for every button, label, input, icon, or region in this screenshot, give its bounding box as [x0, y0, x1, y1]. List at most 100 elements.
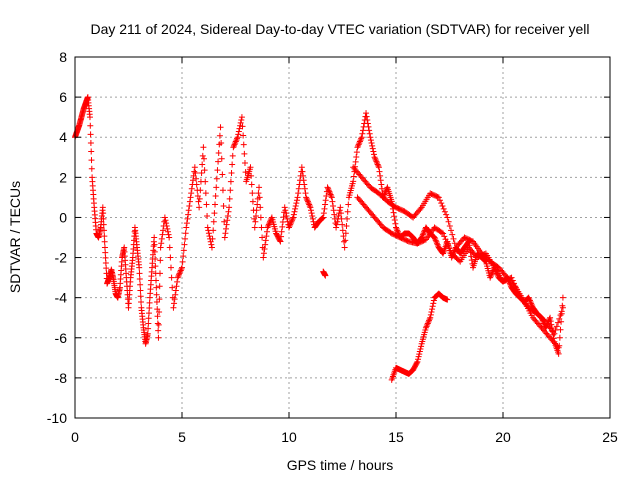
data-point: [432, 237, 439, 244]
data-point: [393, 225, 400, 232]
data-point: [216, 132, 223, 139]
data-point: [300, 172, 307, 179]
data-point: [373, 158, 380, 165]
data-point: [166, 244, 173, 251]
data-point: [422, 324, 429, 331]
data-point: [434, 193, 441, 200]
data-point: [156, 308, 163, 315]
data-point: [174, 274, 181, 281]
data-point: [375, 164, 382, 171]
data-point: [528, 300, 535, 307]
data-point: [241, 150, 248, 157]
y-tick-label: -2: [55, 250, 68, 266]
data-point: [157, 257, 164, 264]
data-point: [223, 225, 230, 232]
data-point: [305, 200, 312, 207]
data-point: [261, 245, 268, 252]
data-point: [324, 184, 331, 191]
y-tick-label: 6: [59, 89, 67, 105]
data-point: [151, 241, 158, 248]
data-point: [394, 227, 401, 234]
data-point: [102, 254, 109, 261]
data-point: [366, 130, 373, 137]
data-point: [437, 197, 444, 204]
data-point: [218, 139, 225, 146]
data-point: [525, 294, 532, 301]
data-point: [219, 187, 226, 194]
data-point: [557, 312, 564, 319]
data-point: [182, 235, 189, 242]
data-point: [251, 224, 258, 231]
data-point: [301, 181, 308, 188]
data-point: [137, 281, 144, 288]
data-point: [213, 175, 220, 182]
data-point: [353, 153, 360, 160]
data-point: [257, 204, 264, 211]
data-point: [357, 137, 364, 144]
data-point: [158, 240, 165, 247]
data-point: [298, 164, 305, 171]
data-point: [153, 284, 160, 291]
data-point: [331, 211, 338, 218]
data-point: [87, 122, 94, 129]
data-point: [282, 207, 289, 214]
data-point: [309, 215, 316, 222]
data-point: [187, 194, 194, 201]
data-point: [86, 114, 93, 121]
data-point: [240, 141, 247, 148]
data-point: [446, 223, 453, 230]
data-point: [286, 223, 293, 230]
data-point: [345, 201, 352, 208]
data-point: [160, 227, 167, 234]
data-point: [527, 298, 534, 305]
data-point: [256, 184, 263, 191]
data-point: [417, 205, 424, 212]
data-point: [377, 177, 384, 184]
data-point: [310, 218, 317, 225]
data-point: [414, 358, 421, 365]
data-point: [211, 210, 218, 217]
data-point: [284, 215, 291, 222]
data-point: [155, 334, 162, 341]
data-point: [374, 160, 381, 167]
data-point: [167, 264, 174, 271]
data-point: [429, 306, 436, 313]
data-point: [88, 148, 95, 155]
data-point: [282, 210, 289, 217]
data-point: [173, 283, 180, 290]
data-point: [263, 228, 270, 235]
data-point: [102, 249, 109, 256]
data-point: [195, 198, 202, 205]
data-point: [319, 215, 326, 222]
data-point: [487, 273, 494, 280]
data-point: [438, 200, 445, 207]
data-point: [428, 308, 435, 315]
data-point: [372, 155, 379, 162]
data-point: [426, 316, 433, 323]
data-point: [377, 172, 384, 179]
data-point: [434, 241, 441, 248]
data-point: [248, 181, 255, 188]
data-point: [87, 139, 94, 146]
data-point: [419, 233, 426, 240]
data-point: [260, 250, 267, 257]
data-point: [390, 209, 397, 216]
data-point: [445, 218, 452, 225]
data-point: [372, 157, 379, 164]
data-point: [344, 215, 351, 222]
data-point: [364, 120, 371, 127]
data-point: [249, 198, 256, 205]
data-point: [355, 141, 362, 148]
data-point: [333, 221, 340, 228]
data-point: [155, 321, 162, 328]
data-point: [303, 195, 310, 202]
data-point: [220, 202, 227, 209]
data-point: [230, 142, 237, 149]
data-point: [326, 190, 333, 197]
data-point: [229, 152, 236, 159]
data-point: [294, 194, 301, 201]
data-point: [190, 177, 197, 184]
data-point: [154, 320, 161, 327]
data-point: [210, 218, 217, 225]
data-point: [260, 254, 267, 261]
